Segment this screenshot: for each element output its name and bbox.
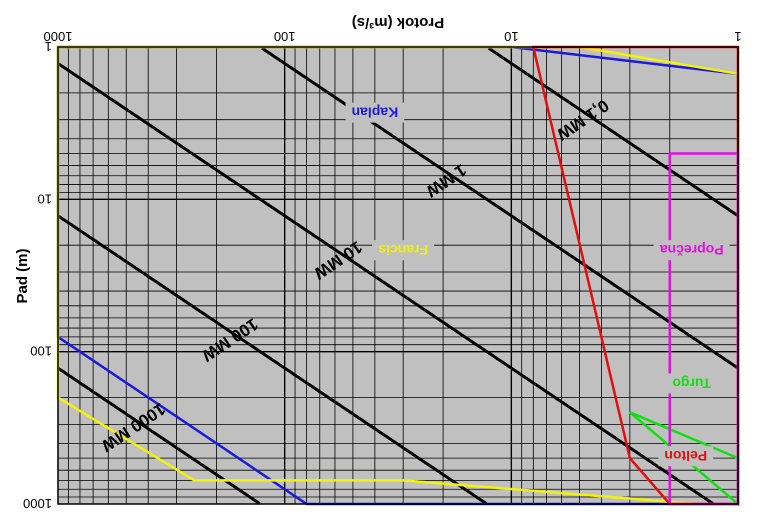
y-tick-label: 1000 — [23, 496, 52, 511]
power-line — [57, 214, 488, 505]
turbine-label: Poprečna — [660, 242, 724, 258]
plot-background — [58, 47, 738, 504]
power-line — [57, 62, 714, 505]
power-line — [261, 46, 739, 370]
turbine-label: Turgo — [672, 375, 711, 391]
turbine-label-background — [653, 240, 730, 261]
x-tick-label: 100 — [274, 29, 296, 44]
y-tick-label: 10 — [38, 191, 52, 206]
x-axis-title: Protok (m³/s) — [352, 14, 445, 31]
x-tick-label: 1 — [734, 29, 741, 44]
turbine-label: Pelton — [664, 448, 707, 464]
y-tick-labels: 1 10 100 1000 — [23, 39, 52, 511]
plot-frame — [57, 46, 739, 505]
turbine-label-background — [658, 446, 714, 467]
turbine-label: Kaplan — [352, 105, 399, 121]
turbine-label: Francis — [378, 242, 428, 258]
y-tick-label: 100 — [30, 344, 52, 359]
y-tick-label: 1 — [45, 39, 52, 54]
turbine-label-background — [666, 373, 718, 394]
turbine-label-background — [345, 102, 405, 123]
power-line — [487, 46, 739, 218]
x-tick-label: 1000 — [44, 29, 73, 44]
y-axis-title: Pad (m) — [14, 248, 31, 303]
x-tick-labels: 1 10 100 1000 — [44, 29, 742, 44]
turbine-label-background — [372, 240, 435, 261]
turbine-labels: Kaplan Francis Pelton Turgo Poprečna — [345, 102, 730, 467]
x-tick-label: 10 — [504, 29, 518, 44]
